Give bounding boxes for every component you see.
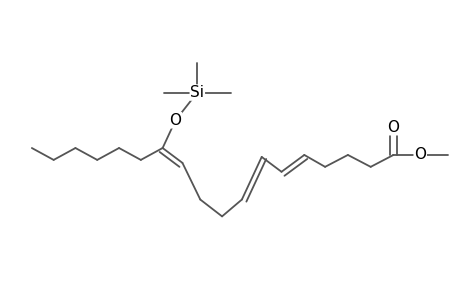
Text: O: O: [413, 148, 425, 163]
Text: O: O: [386, 120, 398, 135]
Text: Si: Si: [190, 85, 204, 100]
Text: O: O: [169, 113, 181, 128]
